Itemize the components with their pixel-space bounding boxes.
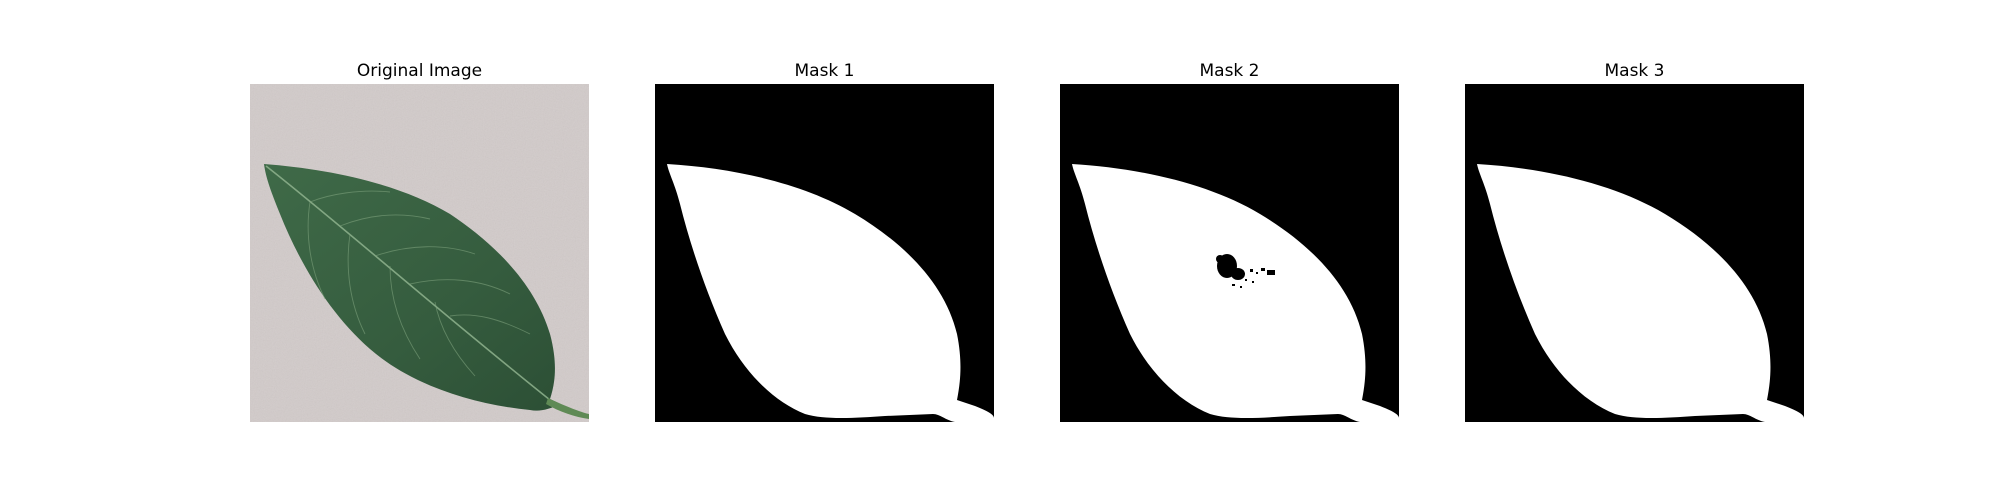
leaf-midrib (265, 165, 551, 401)
mask-hole (1216, 254, 1275, 288)
panel-mask-3: Mask 3 (1465, 58, 1804, 422)
panel-title: Mask 2 (1199, 61, 1260, 81)
mask-2-image (1060, 84, 1399, 422)
mask-leaf-region (1072, 164, 1399, 422)
leaf-photo (250, 84, 589, 422)
panel-title: Original Image (356, 61, 483, 81)
panel-title: Mask 1 (794, 61, 855, 81)
mask-leaf-region (1477, 164, 1804, 422)
panel-original-image: Original Image (250, 58, 589, 422)
leaf-veins (307, 190, 531, 377)
mask-speck (830, 406, 865, 416)
mask-leaf-region (667, 164, 994, 422)
mask-3-image (1465, 84, 1804, 422)
mask-1-image (655, 84, 994, 422)
panel-mask-1: Mask 1 (655, 58, 994, 422)
leaf-stem (546, 398, 589, 419)
panel-title: Mask 3 (1604, 61, 1665, 81)
panel-mask-2: Mask 2 (1060, 58, 1399, 422)
